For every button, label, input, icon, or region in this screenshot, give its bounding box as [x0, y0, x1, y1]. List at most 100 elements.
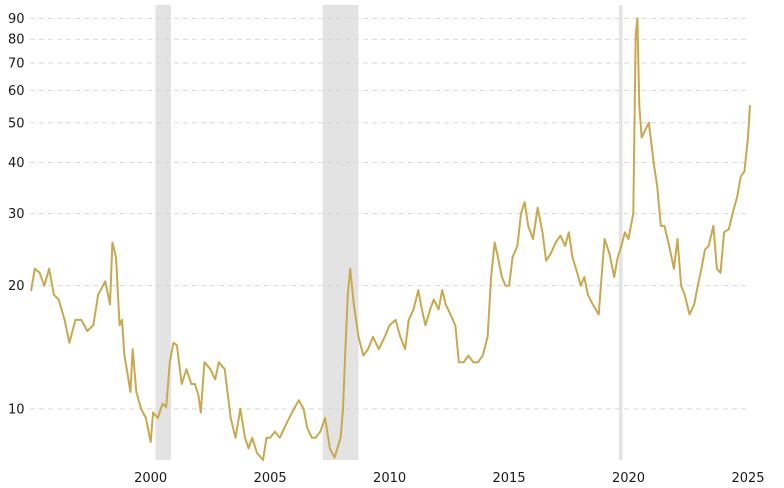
- data-point-77: [362, 354, 365, 357]
- data-point-117: [536, 207, 539, 209]
- data-point-114: [523, 201, 526, 203]
- x-tick-label-2005: 2005: [254, 471, 287, 486]
- data-point-34: [176, 344, 178, 347]
- data-point-67: [324, 417, 326, 419]
- y-tick-label-80: 80: [8, 33, 25, 48]
- data-point-133: [603, 238, 606, 240]
- data-point-50: [247, 447, 250, 450]
- data-point-118: [541, 231, 544, 234]
- data-point-175: [749, 105, 751, 107]
- y-axis-tick-labels: 10 20 30 40 50 60 70 80 90: [8, 12, 25, 418]
- data-point-30: [161, 402, 164, 405]
- data-point-149: [650, 140, 652, 143]
- data-point-95: [444, 303, 447, 306]
- data-point-99: [462, 361, 465, 364]
- data-point-31: [165, 406, 167, 408]
- data-point-29: [157, 417, 159, 419]
- data-point-71: [342, 408, 344, 410]
- y-tick-label-20: 20: [8, 279, 25, 294]
- data-point-83: [394, 319, 397, 321]
- data-point-141: [632, 212, 635, 215]
- data-point-43: [214, 378, 216, 381]
- data-point-81: [384, 336, 386, 338]
- data-point-160: [693, 303, 695, 306]
- data-point-1: [34, 267, 36, 270]
- recession-band-3: [618, 5, 623, 460]
- data-point-101: [472, 361, 475, 364]
- data-point-123: [564, 245, 566, 247]
- data-point-49: [244, 437, 246, 439]
- x-tick-label-2020: 2020: [612, 471, 645, 486]
- y-tick-label-60: 60: [8, 84, 25, 99]
- data-point-32: [169, 361, 171, 364]
- data-point-85: [404, 348, 406, 350]
- data-point-52: [256, 452, 258, 454]
- data-point-37: [190, 383, 193, 385]
- series-points-1: [30, 17, 751, 461]
- data-point-151: [656, 185, 658, 187]
- data-point-150: [652, 161, 655, 164]
- data-point-96: [449, 313, 452, 316]
- data-point-91: [429, 308, 432, 311]
- data-point-88: [417, 289, 420, 292]
- data-point-142: [633, 122, 636, 124]
- data-point-46: [229, 417, 232, 419]
- data-point-0: [30, 289, 32, 292]
- y-tick-label-30: 30: [8, 207, 25, 222]
- data-point-119: [545, 260, 547, 262]
- data-point-172: [740, 175, 742, 178]
- data-point-102: [477, 361, 479, 364]
- data-point-44: [218, 361, 220, 364]
- data-point-48: [239, 408, 242, 410]
- data-point-8: [68, 342, 71, 344]
- x-tick-label-2025: 2025: [731, 471, 764, 486]
- x-tick-label-2000: 2000: [134, 471, 167, 486]
- data-point-158: [683, 294, 686, 296]
- data-point-76: [357, 336, 360, 338]
- data-point-131: [597, 313, 600, 316]
- data-point-144: [636, 17, 639, 20]
- data-point-60: [293, 408, 295, 410]
- data-point-23: [131, 348, 134, 350]
- data-point-80: [378, 348, 380, 350]
- recession-band-2: [322, 5, 359, 460]
- series-line-1: [30, 17, 751, 461]
- data-point-137: [620, 245, 623, 247]
- data-point-155: [673, 267, 675, 270]
- data-point-22: [129, 391, 132, 393]
- data-point-56: [274, 430, 276, 433]
- data-point-100: [467, 354, 470, 357]
- data-point-139: [627, 238, 630, 240]
- data-point-12: [92, 324, 95, 327]
- data-point-13: [97, 294, 99, 296]
- data-point-135: [613, 276, 615, 278]
- data-point-61: [298, 399, 300, 402]
- data-point-108: [501, 276, 503, 278]
- data-point-59: [288, 417, 291, 419]
- data-point-78: [367, 348, 369, 350]
- data-point-19: [121, 319, 123, 321]
- data-point-109: [504, 284, 507, 287]
- data-point-15: [109, 303, 111, 306]
- data-point-72: [344, 348, 347, 350]
- y-tick-label-90: 90: [8, 12, 25, 27]
- data-point-36: [185, 368, 188, 371]
- data-point-35: [180, 383, 183, 385]
- data-point-103: [482, 354, 484, 357]
- data-point-18: [118, 324, 121, 327]
- data-point-68: [329, 447, 331, 450]
- data-point-153: [663, 225, 666, 227]
- data-point-54: [265, 437, 268, 439]
- data-point-162: [700, 267, 703, 270]
- data-point-24: [135, 391, 138, 393]
- data-point-111: [511, 256, 514, 258]
- y-tick-label-50: 50: [8, 116, 25, 131]
- data-point-146: [640, 136, 643, 139]
- data-point-39: [197, 394, 200, 397]
- data-point-143: [634, 34, 637, 36]
- data-point-64: [311, 437, 313, 439]
- data-point-174: [747, 136, 749, 139]
- data-point-127: [579, 284, 582, 287]
